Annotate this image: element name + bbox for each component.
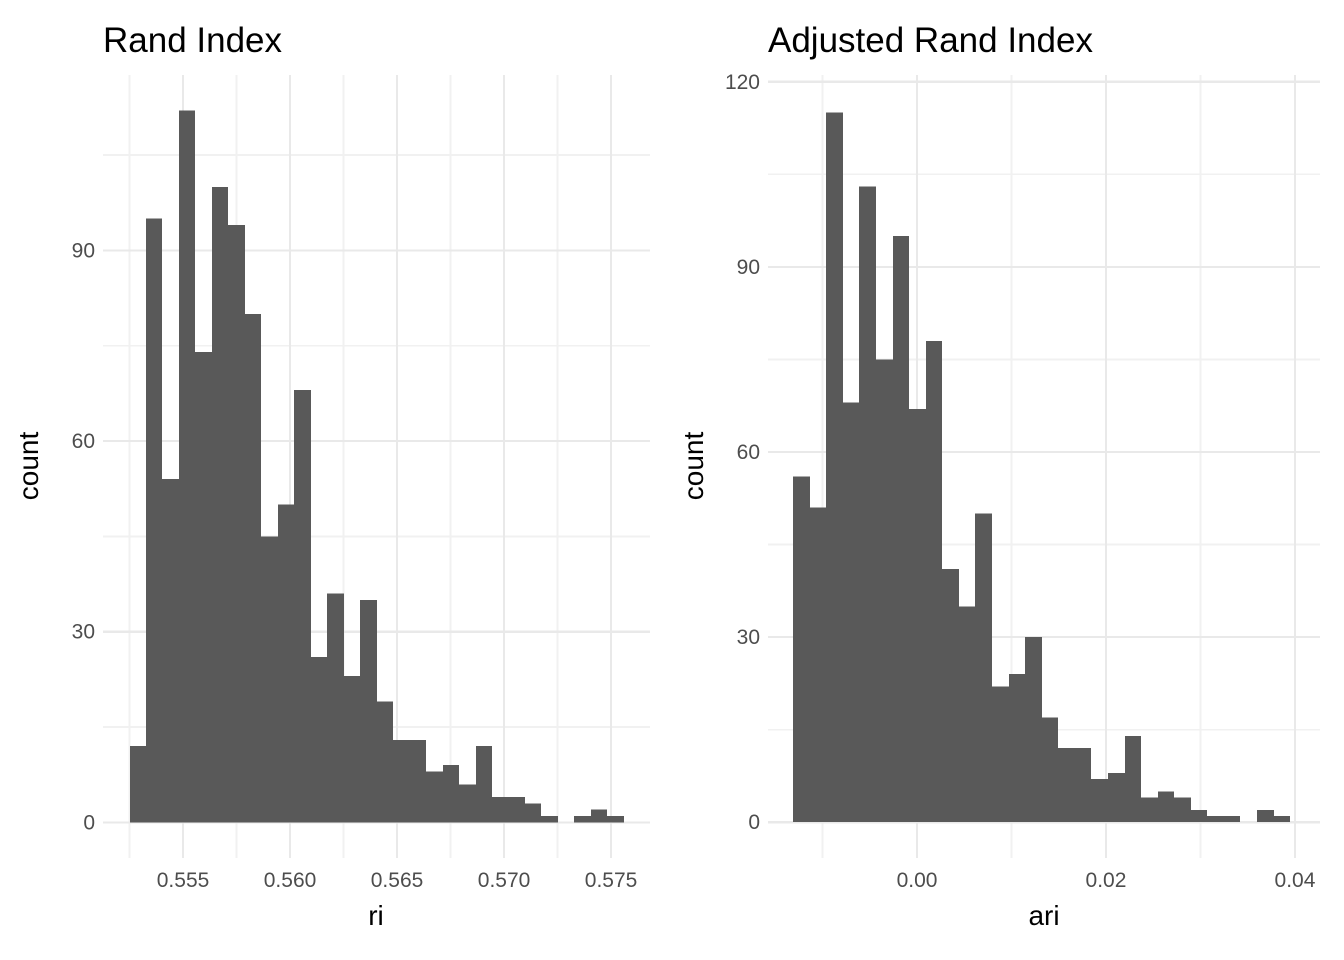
x-axis-tick-labels: 0.555 0.560 0.565 0.570 0.575 bbox=[157, 869, 638, 892]
histogram-bar bbox=[1158, 791, 1174, 823]
histogram-bar bbox=[344, 676, 360, 823]
histogram-bar bbox=[146, 218, 162, 823]
histogram-bar bbox=[377, 701, 393, 823]
histogram-bar bbox=[245, 313, 261, 823]
chart-rand-index: 0.555 0.560 0.565 0.570 0.575 0 30 60 90 Rand I… bbox=[13, 21, 650, 931]
x-tick-label: 0.560 bbox=[264, 869, 317, 892]
histogram-bar bbox=[294, 390, 311, 823]
histogram-bar bbox=[426, 771, 443, 823]
y-axis-title: count bbox=[13, 432, 44, 501]
histogram-bar bbox=[1058, 748, 1075, 823]
y-tick-label: 0 bbox=[83, 811, 95, 834]
histogram-bar bbox=[1009, 674, 1025, 823]
histogram-bar bbox=[876, 359, 893, 823]
histogram-bar bbox=[1125, 735, 1141, 823]
histogram-bar bbox=[942, 569, 959, 823]
histogram-bar bbox=[1108, 772, 1125, 823]
histogram-bar bbox=[591, 809, 607, 823]
histogram-bar bbox=[162, 479, 179, 823]
histogram-bar bbox=[1091, 779, 1108, 823]
y-tick-label: 120 bbox=[725, 71, 760, 94]
y-tick-label: 60 bbox=[72, 430, 95, 453]
chart-title: Rand Index bbox=[103, 21, 283, 60]
x-tick-label: 0.00 bbox=[897, 869, 938, 892]
x-tick-label: 0.02 bbox=[1086, 869, 1127, 892]
histogram-bar bbox=[541, 816, 558, 823]
y-tick-label: 90 bbox=[737, 256, 760, 279]
histogram-bar bbox=[1274, 816, 1290, 823]
x-tick-label: 0.04 bbox=[1275, 869, 1316, 892]
histogram-bar bbox=[1174, 797, 1191, 823]
histogram-bar bbox=[1224, 816, 1240, 823]
histogram-bar bbox=[443, 765, 459, 823]
histogram-bar bbox=[926, 340, 942, 823]
histogram-bar bbox=[278, 504, 294, 823]
bars-layer bbox=[130, 110, 624, 823]
y-tick-label: 30 bbox=[737, 626, 760, 649]
histogram-bar bbox=[509, 796, 525, 823]
histogram-bar bbox=[1257, 809, 1274, 823]
bars-layer bbox=[793, 112, 1290, 823]
histogram-bar bbox=[1025, 637, 1042, 823]
histogram-bar bbox=[992, 686, 1009, 823]
x-tick-label: 0.575 bbox=[585, 869, 638, 892]
histogram-bar bbox=[826, 112, 843, 823]
histogram-bar bbox=[843, 402, 859, 823]
histogram-bar bbox=[909, 408, 926, 823]
x-axis-title: ari bbox=[1028, 900, 1059, 931]
histogram-bar bbox=[492, 796, 509, 823]
histogram-bar bbox=[810, 507, 826, 823]
histogram-bar bbox=[261, 536, 278, 823]
y-axis-tick-labels: 0 30 60 90 120 bbox=[725, 71, 760, 834]
histogram-bar bbox=[476, 746, 492, 823]
histogram-bar bbox=[212, 186, 228, 823]
y-tick-label: 0 bbox=[748, 811, 760, 834]
histogram-bar bbox=[327, 593, 344, 823]
chart-adjusted-rand-index: 0.00 0.02 0.04 0 30 60 90 120 Adjusted Rand In… bbox=[678, 21, 1320, 931]
histogram-bar bbox=[1207, 816, 1224, 823]
histogram-bar bbox=[195, 352, 212, 823]
y-axis-tick-labels: 0 30 60 90 bbox=[72, 239, 95, 834]
x-axis-title: ri bbox=[368, 900, 384, 931]
histogram-bar bbox=[1141, 797, 1158, 823]
x-axis-tick-labels: 0.00 0.02 0.04 bbox=[897, 869, 1316, 892]
histogram-bar bbox=[793, 476, 810, 823]
histogram-bar bbox=[1075, 748, 1091, 823]
histogram-bar bbox=[410, 739, 426, 823]
histogram-bar bbox=[228, 224, 245, 823]
y-tick-label: 60 bbox=[737, 441, 760, 464]
histogram-bar bbox=[574, 816, 591, 823]
histogram-bar bbox=[311, 657, 327, 823]
histogram-bar bbox=[393, 739, 410, 823]
histogram-bar bbox=[459, 784, 476, 823]
histogram-bar bbox=[975, 513, 992, 823]
histogram-bar bbox=[959, 606, 975, 823]
histogram-bar bbox=[1042, 717, 1058, 823]
histogram-bar bbox=[525, 803, 541, 823]
histogram-bar bbox=[859, 186, 876, 823]
histogram-bar bbox=[607, 816, 624, 823]
chart-title: Adjusted Rand Index bbox=[768, 21, 1093, 60]
y-tick-label: 90 bbox=[72, 239, 95, 262]
histogram-bar bbox=[360, 599, 377, 823]
histogram-bar bbox=[130, 746, 146, 823]
y-axis-title: count bbox=[678, 432, 709, 501]
histogram-bar bbox=[1191, 809, 1207, 823]
x-tick-label: 0.570 bbox=[478, 869, 531, 892]
histogram-bar bbox=[179, 110, 195, 823]
histogram-bar bbox=[893, 236, 909, 823]
x-tick-label: 0.555 bbox=[157, 869, 210, 892]
y-tick-label: 30 bbox=[72, 621, 95, 644]
x-tick-label: 0.565 bbox=[371, 869, 424, 892]
